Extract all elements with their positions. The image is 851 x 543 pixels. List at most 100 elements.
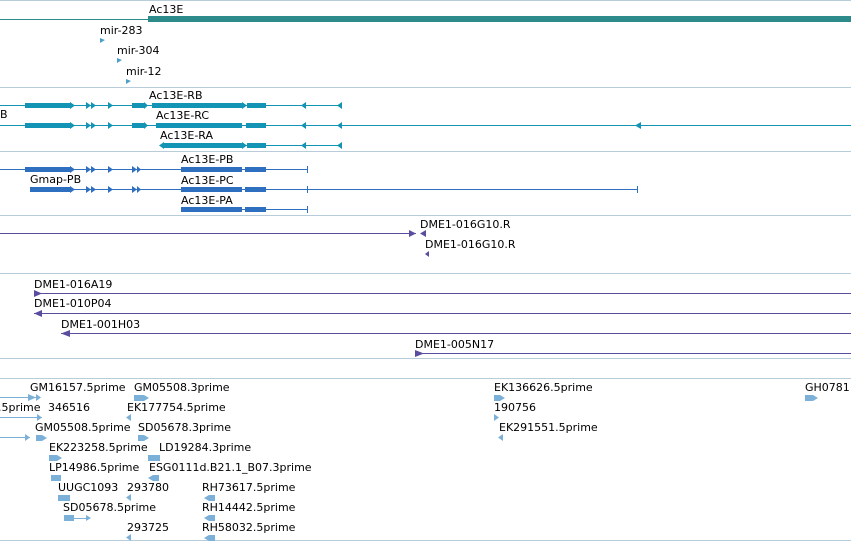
clone-end-label-2: DME1-016G10.R (425, 238, 516, 251)
est-feature[interactable] (209, 535, 215, 541)
est-feature[interactable] (126, 534, 131, 541)
exon-arrow (242, 102, 247, 109)
mirna-track: mir-283 mir-304 mir-12 (100, 24, 162, 84)
gene-feature-ac13e[interactable] (148, 16, 851, 22)
est-feature[interactable] (37, 414, 42, 421)
est-feature[interactable] (148, 475, 153, 481)
est-feature[interactable] (494, 395, 500, 401)
exon[interactable] (247, 143, 266, 148)
est-feature[interactable] (57, 455, 62, 461)
exon-arrow (108, 102, 113, 109)
clone-end-track: DME1-016G10.R DME1-016G10.R (0, 218, 516, 257)
mirna-feature-mir-12[interactable] (126, 79, 131, 84)
est-feature[interactable] (25, 434, 30, 441)
protein-segment[interactable] (245, 167, 266, 172)
est-feature[interactable] (148, 455, 160, 461)
est-feature[interactable] (36, 394, 41, 401)
est-feature[interactable] (86, 515, 91, 521)
segment-arrow (70, 186, 75, 193)
est-track: GM16157.5prime GM05508.3prime EK136626.5… (0, 381, 850, 541)
mirna-feature-mir-283[interactable] (100, 38, 105, 43)
exon-arrow (337, 122, 342, 129)
est-feature[interactable] (144, 395, 149, 401)
est-feature[interactable] (49, 455, 57, 461)
exon[interactable] (25, 103, 70, 108)
est-feature[interactable] (204, 535, 209, 541)
est-feature[interactable] (209, 515, 215, 521)
est-label: EK291551.5prime (499, 421, 598, 434)
est-feature[interactable] (500, 395, 505, 401)
gmap-label: Gmap-PB (30, 173, 81, 186)
transcript-label-ac13e-rc: Ac13E-RC (156, 109, 209, 122)
est-feature[interactable] (494, 414, 499, 421)
est-feature[interactable] (126, 494, 131, 501)
gene-label-ac13e: Ac13E (149, 3, 183, 16)
clone-end-feature[interactable] (409, 230, 416, 237)
est-feature[interactable] (36, 435, 42, 441)
est-label: 190756 (494, 401, 536, 414)
est-feature[interactable] (204, 495, 209, 501)
est-label: EK223258.5prime (49, 441, 148, 454)
exon-arrow (144, 122, 148, 129)
est-feature[interactable] (153, 475, 159, 481)
exon[interactable] (132, 123, 144, 128)
est-feature[interactable] (209, 495, 215, 501)
segment-arrow (108, 186, 113, 193)
est-feature[interactable] (28, 394, 36, 401)
transcript-label-ac13e-ra: Ac13E-RA (160, 129, 213, 142)
est-feature[interactable] (144, 435, 149, 441)
clone-label-016a19: DME1-016A19 (34, 278, 112, 291)
mirna-feature-mir-304[interactable] (117, 58, 122, 63)
est-label: SD05678.5prime (63, 501, 156, 514)
est-label: 293780 (127, 481, 169, 494)
gene-track: Ac13E (0, 3, 851, 22)
exon-arrow (91, 102, 96, 109)
mirna-label-mir-12: mir-12 (126, 65, 162, 78)
est-label: EK177754.5prime (127, 401, 226, 414)
exon[interactable] (164, 143, 242, 148)
exon-arrow (301, 122, 306, 129)
est-feature[interactable] (126, 414, 131, 421)
exon[interactable] (247, 103, 266, 108)
est-feature[interactable] (51, 475, 61, 481)
segment-arrow (137, 166, 141, 173)
exon[interactable] (156, 123, 242, 128)
est-feature[interactable] (498, 434, 503, 441)
est-label: EK136626.5prime (494, 381, 593, 394)
protein-segment[interactable] (245, 207, 266, 212)
protein-segment[interactable] (181, 187, 242, 192)
protein-segment[interactable] (181, 207, 242, 212)
clone-end-feature[interactable] (425, 251, 429, 257)
est-feature[interactable] (813, 395, 818, 401)
exon-arrow (86, 102, 91, 109)
est-feature[interactable] (134, 395, 144, 401)
exon[interactable] (152, 103, 242, 108)
protein-label-ac13e-pa: Ac13E-PA (181, 194, 233, 207)
est-feature[interactable] (64, 515, 74, 521)
segment-arrow (91, 166, 96, 173)
exon-arrow (337, 142, 342, 149)
segment-arrow (137, 186, 141, 193)
est-feature[interactable] (138, 435, 144, 441)
est-feature[interactable] (204, 515, 209, 521)
est-label: RH14442.5prime (202, 501, 296, 514)
exon[interactable] (132, 103, 144, 108)
est-feature[interactable] (58, 495, 70, 501)
protein-segment[interactable] (181, 167, 242, 172)
est-feature[interactable] (42, 435, 47, 441)
exon-arrow (242, 142, 247, 149)
clone-arrow (34, 310, 42, 317)
clone-label-005n17: DME1-005N17 (415, 338, 494, 351)
est-label: GM05508.5prime (35, 421, 131, 434)
exon[interactable] (25, 123, 70, 128)
est-feature[interactable] (805, 395, 813, 401)
gmap-segment[interactable] (30, 187, 70, 192)
clone-end-feature[interactable] (420, 230, 426, 237)
protein-segment[interactable] (245, 187, 266, 192)
transcripts-track: Ac13E-RB B Ac13E-RC Ac13E-RA (0, 89, 851, 149)
exon-arrow (301, 102, 306, 109)
protein-label-ac13e-pb: Ac13E-PB (181, 153, 233, 166)
exon[interactable] (246, 123, 266, 128)
protein-segment[interactable] (25, 167, 70, 172)
mirna-label-mir-283: mir-283 (100, 24, 143, 37)
